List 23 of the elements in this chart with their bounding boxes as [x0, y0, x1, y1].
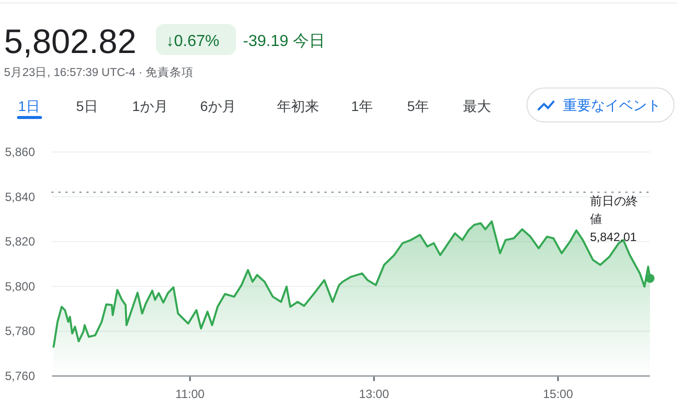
text: 1か月 [132, 98, 168, 114]
y-tick-label: 5,840 [5, 190, 36, 204]
chart-subtitle: 5月23日, 16:57:39 UTC-4 · 免責条項 [4, 66, 194, 79]
x-tick-label: 11:00 [175, 387, 205, 401]
ref-line-label: 前日の終値 5,842.01 [590, 193, 639, 246]
text: 重要なイベント [563, 97, 661, 113]
y-tick-label: 5,760 [5, 369, 36, 383]
text: 最大 [463, 98, 491, 114]
text: 1日 [18, 98, 40, 114]
y-tick-label: 5,780 [5, 324, 36, 338]
y-tick-label: 5,820 [5, 234, 36, 249]
x-tick-label: 15:00 [542, 387, 574, 401]
y-tick-label: 5,800 [5, 279, 36, 294]
text: 5日 [76, 98, 98, 114]
text: 5年 [407, 98, 429, 114]
chart-title: 5,802.82 [4, 23, 136, 61]
y-tick-label: 5,860 [5, 145, 36, 159]
text: 6か月 [200, 98, 236, 114]
text: ↓0.67% [166, 33, 220, 50]
text: 1年 [351, 98, 373, 114]
text: 年初来 [277, 98, 319, 114]
text: -39.19 今日 [243, 33, 325, 50]
x-tick-label: 13:00 [358, 387, 390, 401]
